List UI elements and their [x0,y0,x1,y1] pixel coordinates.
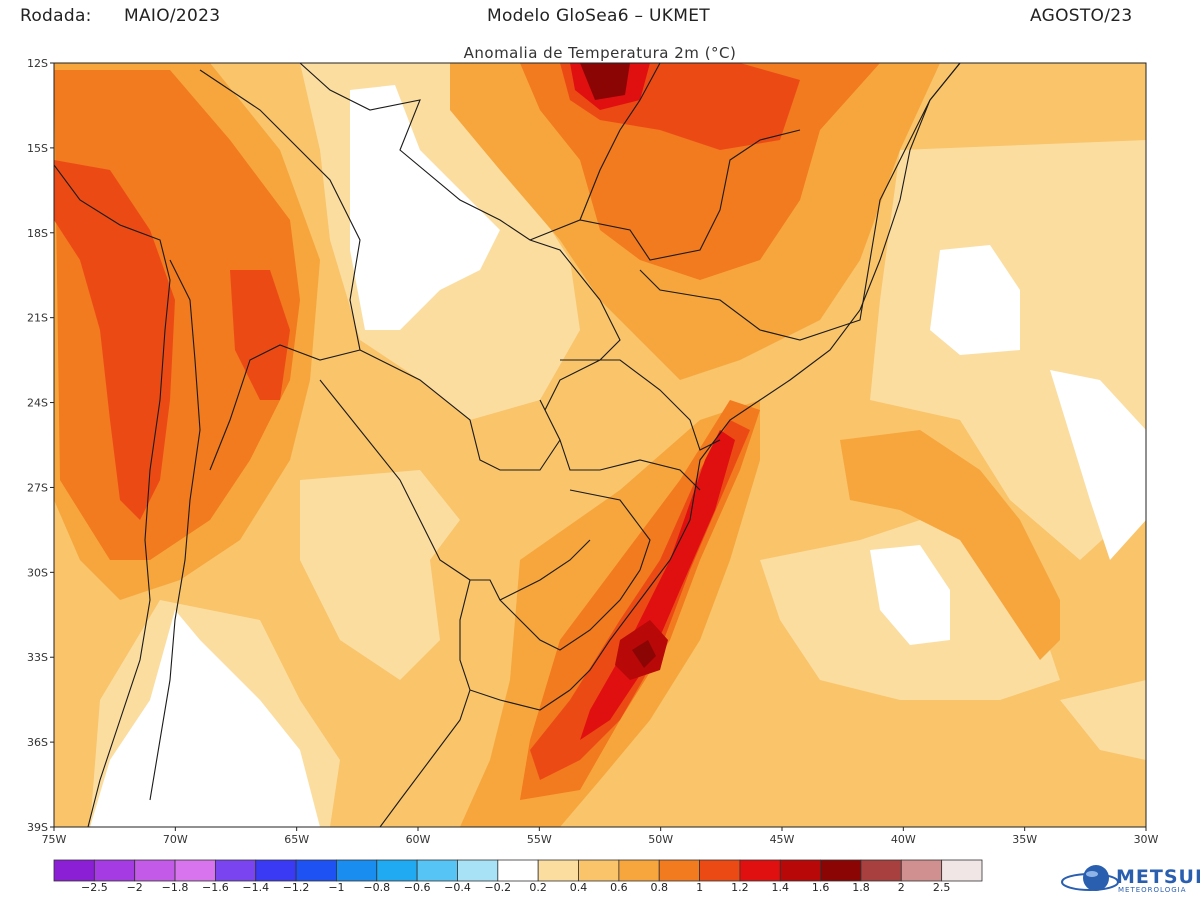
colorbar-label: 1.8 [852,881,870,894]
lat-tick-label: 27S [27,481,48,494]
target-month: AGOSTO/23 [1030,6,1133,26]
colorbar-label: −0.8 [363,881,391,894]
colorbar-swatch [255,859,297,882]
colorbar-label: −2.5 [80,881,108,894]
colorbar-label: 0.4 [569,881,588,894]
colorbar-swatch [416,859,458,882]
longitude-ticks: 75W 70W 65W 60W 55W 50W 45W 40W 35W 30W [42,827,1159,846]
colorbar-swatch [860,859,902,882]
colorbar-label: 1.6 [811,881,830,894]
colorbar-swatch [578,859,620,882]
colorbar-swatch [739,859,781,882]
lon-tick-label: 65W [284,833,309,846]
map-frame [53,62,1147,828]
model-title: Modelo GloSea6 – UKMET [487,6,710,26]
latitude-ticks: 12S 15S 18S 21S 24S 27S 30S 33S 36S 39S [27,57,54,834]
lon-tick-label: 60W [406,833,431,846]
colorbar-label: −1.8 [161,881,189,894]
lat-tick-label: 21S [27,312,48,325]
colorbar-swatch [376,859,418,882]
lon-tick-label: 40W [891,833,916,846]
colorbar-swatch [457,859,499,882]
lon-tick-label: 70W [163,833,188,846]
lon-tick-label: 30W [1134,833,1159,846]
colorbar-swatch [658,859,700,882]
logo-name: METSUL [1116,866,1200,888]
run-label: Rodada: [20,6,92,26]
colorbar-swatch [134,859,176,882]
colorbar-swatch [941,859,983,882]
map-subtitle: Anomalia de Temperatura 2m (°C) [463,44,737,62]
colorbar-swatch [699,859,741,882]
colorbar-label: −0.4 [444,881,471,894]
colorbar-swatch [93,859,136,882]
colorbar-label: 1.4 [771,881,790,894]
lat-tick-label: 24S [27,397,48,410]
lat-tick-label: 15S [27,142,48,155]
colorbar-label: 1.2 [731,881,749,894]
lon-tick-label: 50W [648,833,673,846]
colorbar-label: −0.6 [403,881,431,894]
lon-tick-label: 75W [42,833,67,846]
lat-tick-label: 39S [27,821,48,834]
anomaly-field [54,63,1146,827]
lon-tick-label: 45W [770,833,795,846]
lat-tick-label: 30S [27,566,48,579]
colorbar-label: −1.4 [242,881,270,894]
lat-tick-label: 12S [27,57,48,70]
colorbar-label: 0.8 [650,881,668,894]
colorbar-label: 2 [897,881,905,894]
colorbar-label: 0.2 [529,881,547,894]
lat-tick-label: 18S [27,227,48,240]
colorbar-swatch [618,859,660,882]
metsul-logo-icon [1061,865,1119,891]
colorbar-swatch [53,859,95,882]
colorbar-swatch [214,859,257,882]
colorbar-swatch [779,859,822,882]
colorbar-swatch [497,859,539,882]
colorbar-swatch [537,859,579,882]
colorbar-swatch [174,859,216,882]
lon-tick-label: 55W [527,833,552,846]
colorbar [53,859,983,882]
lat-tick-label: 33S [27,651,48,664]
colorbar-label: −1.6 [202,881,229,894]
run-value: MAIO/2023 [124,6,221,26]
colorbar-label: −1.2 [282,881,310,894]
logo-tagline: METEOROLOGIA [1118,886,1187,894]
colorbar-label: 0.6 [610,881,628,894]
colorbar-swatch [900,859,943,882]
lon-tick-label: 35W [1012,833,1037,846]
lat-tick-label: 36S [27,736,48,749]
colorbar-label: 2.5 [932,881,951,894]
colorbar-label: −1 [328,881,345,894]
colorbar-label: −0.2 [484,881,512,894]
colorbar-label: 1 [696,881,704,894]
boundaries [54,63,961,827]
colorbar-swatch [295,859,337,882]
colorbar-label: −2 [126,881,143,894]
colorbar-swatch [336,859,378,882]
colorbar-swatch [820,859,862,882]
